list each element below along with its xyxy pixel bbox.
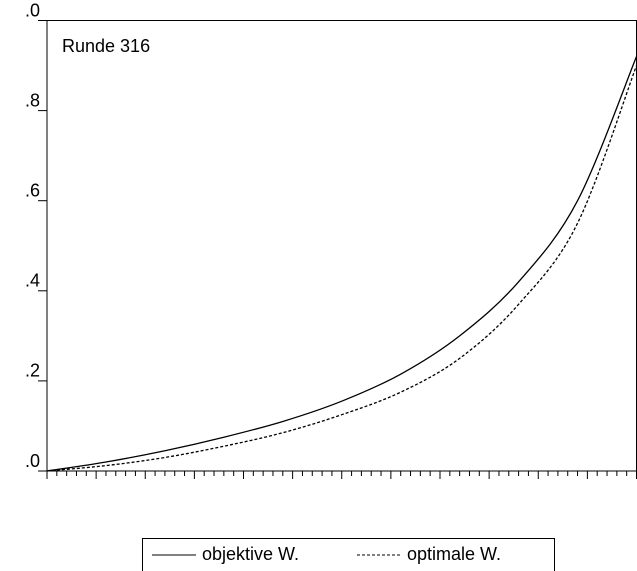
plot-frame	[46, 20, 637, 472]
legend-label: optimale W.	[407, 544, 501, 564]
y-tick-label: .2	[25, 361, 40, 381]
y-tick-label: .8	[25, 90, 40, 110]
y-tick-label: .6	[25, 180, 40, 200]
line-series	[46, 56, 637, 472]
y-tick-label: .0	[25, 451, 40, 471]
legend-box	[142, 538, 555, 571]
annotation: Runde 316	[62, 36, 150, 56]
legend-label: objektive W.	[202, 544, 299, 564]
y-tick-label: .0	[25, 0, 40, 20]
line-series	[46, 65, 637, 472]
y-tick-label: .4	[25, 271, 40, 291]
